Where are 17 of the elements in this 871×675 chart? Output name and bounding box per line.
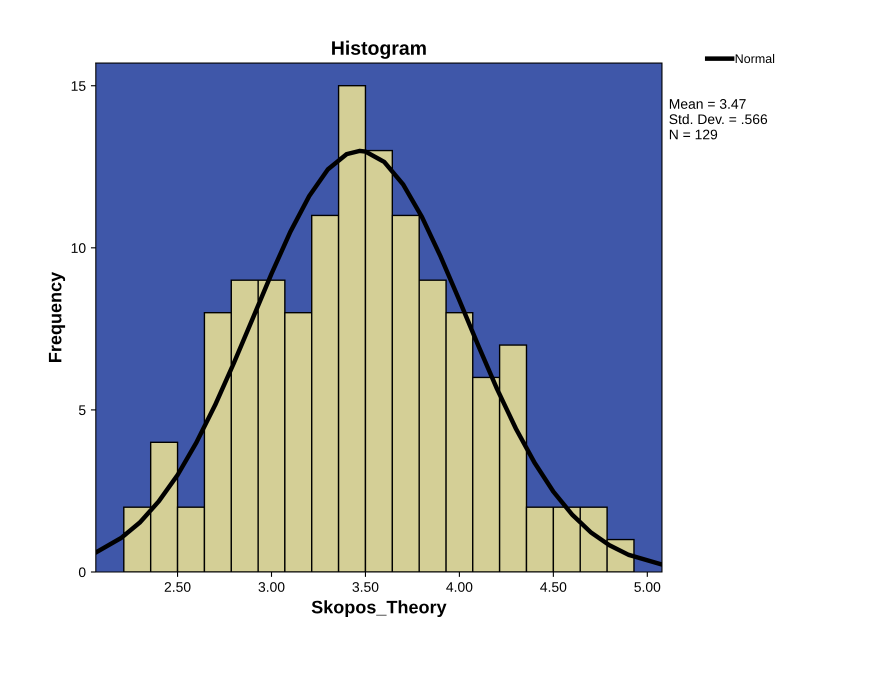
x-tick-label: 3.50 bbox=[352, 582, 378, 592]
legend-label: Normal bbox=[736, 54, 774, 64]
x-axis-title: Skopos_Theory bbox=[312, 600, 447, 618]
x-tick-label: 3.00 bbox=[258, 582, 284, 592]
text: Mean = 3.47 bbox=[670, 99, 746, 109]
y-tick-label: 5 bbox=[78, 405, 86, 416]
y-tick-label: 10 bbox=[72, 243, 86, 253]
x-tick-label: 4.00 bbox=[446, 582, 472, 592]
x-tick-label: 4.50 bbox=[540, 582, 566, 592]
x-tick-label: 5.00 bbox=[634, 582, 660, 592]
chart-title: Histogram bbox=[332, 40, 426, 59]
text: Std. Dev. = .566 bbox=[669, 114, 768, 124]
text: N = 129 bbox=[670, 130, 718, 140]
y-axis-title: Frequency bbox=[48, 272, 66, 362]
y-tick-label: 0 bbox=[78, 567, 86, 578]
x-tick-label: 2.50 bbox=[164, 582, 191, 592]
y-tick-label: 15 bbox=[72, 81, 86, 91]
